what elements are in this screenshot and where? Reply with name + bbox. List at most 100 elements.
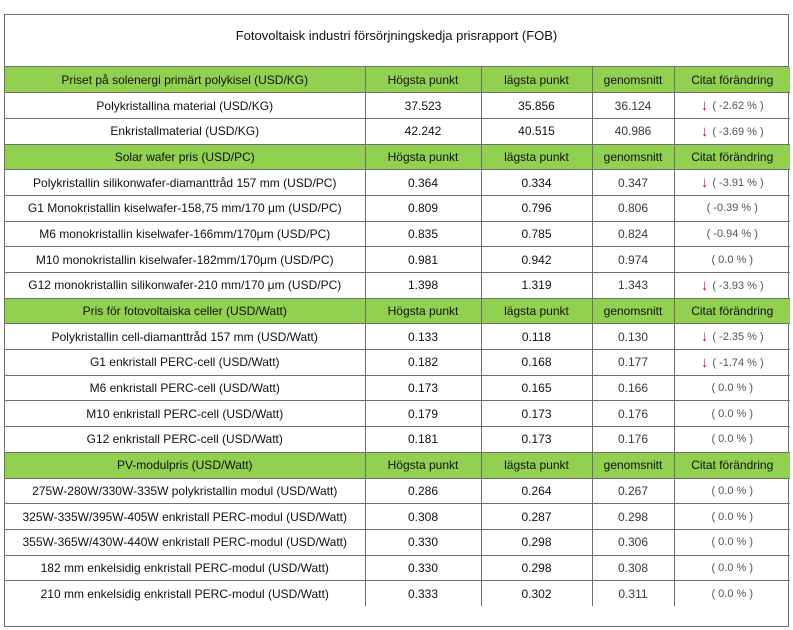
col-header-low: lägsta punkt bbox=[480, 451, 593, 479]
average-price: 0.347 bbox=[591, 169, 675, 196]
low-price: 0.942 bbox=[480, 246, 593, 273]
high-price: 0.330 bbox=[364, 528, 482, 556]
change-value: ( -0.39 % ) bbox=[706, 202, 758, 215]
average-price: 0.806 bbox=[591, 194, 675, 222]
high-price: 0.835 bbox=[364, 220, 482, 248]
section-header-row: Solar wafer pris (USD/PC) Högsta punkt läg… bbox=[5, 143, 790, 171]
change-value: ( 0.0 % ) bbox=[711, 536, 754, 549]
high-price: 0.173 bbox=[364, 374, 482, 402]
average-price: 0.974 bbox=[591, 246, 675, 273]
high-price: 0.182 bbox=[364, 349, 482, 376]
table-row: G12 monokristallin silikonwafer-210 mm/1… bbox=[5, 272, 790, 299]
item-name: 275W-280W/330W-335W polykristallin modul… bbox=[5, 477, 366, 505]
col-header-low: lägsta punkt bbox=[480, 67, 593, 94]
item-name: Polykristallina material (USD/KG) bbox=[5, 92, 366, 119]
average-price: 0.306 bbox=[591, 528, 675, 556]
arrow-down-icon: ↓ bbox=[700, 97, 709, 115]
low-price: 35.856 bbox=[480, 92, 593, 119]
item-name: 325W-335W/395W-405W enkristall PERC-modu… bbox=[5, 503, 366, 530]
quote-change: ↓( -3.91 % ) bbox=[673, 169, 790, 196]
table-row: G1 Monokristallin kiselwafer-158,75 mm/1… bbox=[5, 194, 790, 222]
quote-change: ↓( -2.62 % ) bbox=[673, 92, 790, 119]
high-price: 0.308 bbox=[364, 503, 482, 530]
quote-change: ( 0.0 % ) bbox=[673, 426, 790, 453]
table-row: M10 enkristall PERC-cell (USD/Watt) 0.179… bbox=[5, 400, 790, 428]
price-table: Priset på solenergi primärt polykisel (U… bbox=[5, 67, 790, 607]
table-row: 182 mm enkelsidig enkristall PERC-modul … bbox=[5, 554, 790, 582]
table-row: Polykristallina material (USD/KG) 37.523 3… bbox=[5, 92, 790, 119]
high-price: 0.809 bbox=[364, 194, 482, 222]
change-value: ( 0.0 % ) bbox=[711, 407, 754, 420]
table-row: 210 mm enkelsidig enkristall PERC-modul … bbox=[5, 580, 790, 607]
high-price: 0.364 bbox=[364, 169, 482, 196]
table-row: M10 monokristallin kiselwafer-182mm/170μ… bbox=[5, 246, 790, 273]
high-price: 0.981 bbox=[364, 246, 482, 273]
average-price: 0.176 bbox=[591, 400, 675, 428]
change-value: ( 0.0 % ) bbox=[711, 253, 754, 266]
low-price: 0.173 bbox=[480, 400, 593, 428]
table-row: M6 enkristall PERC-cell (USD/Watt) 0.173 0… bbox=[5, 374, 790, 402]
high-price: 0.181 bbox=[364, 426, 482, 453]
item-name: 210 mm enkelsidig enkristall PERC-modul … bbox=[5, 580, 366, 607]
table-row: Polykristallin silikonwafer-diamanttråd … bbox=[5, 169, 790, 196]
change-value: ( 0.0 % ) bbox=[711, 561, 754, 574]
price-report: Fotovoltaisk industri försörjningskedja … bbox=[4, 14, 790, 627]
col-header-low: lägsta punkt bbox=[480, 297, 593, 325]
average-price: 0.824 bbox=[591, 220, 675, 248]
average-price: 0.308 bbox=[591, 554, 675, 582]
section-header-row: Priset på solenergi primärt polykisel (U… bbox=[5, 67, 790, 94]
low-price: 40.515 bbox=[480, 117, 593, 145]
table-row: G1 enkristall PERC-cell (USD/Watt) 0.182 0… bbox=[5, 349, 790, 376]
quote-change: ↓( -3.69 % ) bbox=[673, 117, 790, 145]
low-price: 0.785 bbox=[480, 220, 593, 248]
low-price: 0.298 bbox=[480, 554, 593, 582]
change-value: ( 0.0 % ) bbox=[711, 484, 754, 497]
section-header-row: Pris för fotovoltaiska celler (USD/Watt)… bbox=[5, 297, 790, 325]
table-row: 355W-365W/430W-440W enkristall PERC-modu… bbox=[5, 528, 790, 556]
average-price: 36.124 bbox=[591, 92, 675, 119]
col-header-change: Citat förändring bbox=[673, 451, 790, 479]
arrow-down-icon: ↓ bbox=[700, 276, 709, 294]
item-name: Enkristallmaterial (USD/KG) bbox=[5, 117, 366, 145]
high-price: 0.333 bbox=[364, 580, 482, 607]
quote-change: ↓( -2.35 % ) bbox=[673, 323, 790, 351]
average-price: 0.176 bbox=[591, 426, 675, 453]
section-title: Pris för fotovoltaiska celler (USD/Watt) bbox=[5, 297, 366, 325]
quote-change: ( -0.39 % ) bbox=[673, 194, 790, 222]
average-price: 40.986 bbox=[591, 117, 675, 145]
average-price: 1.343 bbox=[591, 272, 675, 299]
low-price: 0.173 bbox=[480, 426, 593, 453]
arrow-down-icon: ↓ bbox=[700, 122, 709, 140]
item-name: M6 monokristallin kiselwafer-166mm/170μm… bbox=[5, 220, 366, 248]
col-header-high: Högsta punkt bbox=[364, 451, 482, 479]
change-value: ( -0.94 % ) bbox=[706, 227, 758, 240]
change-value: ( -2.62 % ) bbox=[712, 100, 764, 113]
col-header-avg: genomsnitt bbox=[591, 451, 675, 479]
quote-change: ↓( -3.93 % ) bbox=[673, 272, 790, 299]
section-title: Solar wafer pris (USD/PC) bbox=[5, 143, 366, 171]
low-price: 0.165 bbox=[480, 374, 593, 402]
table-row: Polykristallin cell-diamanttråd 157 mm (… bbox=[5, 323, 790, 351]
item-name: G1 Monokristallin kiselwafer-158,75 mm/1… bbox=[5, 194, 366, 222]
col-header-change: Citat förändring bbox=[673, 143, 790, 171]
quote-change: ( 0.0 % ) bbox=[673, 400, 790, 428]
table-row: G12 enkristall PERC-cell (USD/Watt) 0.181… bbox=[5, 426, 790, 453]
low-price: 0.298 bbox=[480, 528, 593, 556]
change-value: ( -1.74 % ) bbox=[712, 356, 764, 369]
low-price: 1.319 bbox=[480, 272, 593, 299]
item-name: G12 enkristall PERC-cell (USD/Watt) bbox=[5, 426, 366, 453]
low-price: 0.796 bbox=[480, 194, 593, 222]
high-price: 1.398 bbox=[364, 272, 482, 299]
quote-change: ( 0.0 % ) bbox=[673, 580, 790, 607]
change-value: ( 0.0 % ) bbox=[711, 382, 754, 395]
col-header-avg: genomsnitt bbox=[591, 67, 675, 94]
average-price: 0.166 bbox=[591, 374, 675, 402]
item-name: 355W-365W/430W-440W enkristall PERC-modu… bbox=[5, 528, 366, 556]
change-value: ( -3.91 % ) bbox=[712, 177, 764, 190]
average-price: 0.177 bbox=[591, 349, 675, 376]
low-price: 0.118 bbox=[480, 323, 593, 351]
table-row: 325W-335W/395W-405W enkristall PERC-modu… bbox=[5, 503, 790, 530]
col-header-avg: genomsnitt bbox=[591, 143, 675, 171]
col-header-avg: genomsnitt bbox=[591, 297, 675, 325]
item-name: Polykristallin silikonwafer-diamanttråd … bbox=[5, 169, 366, 196]
